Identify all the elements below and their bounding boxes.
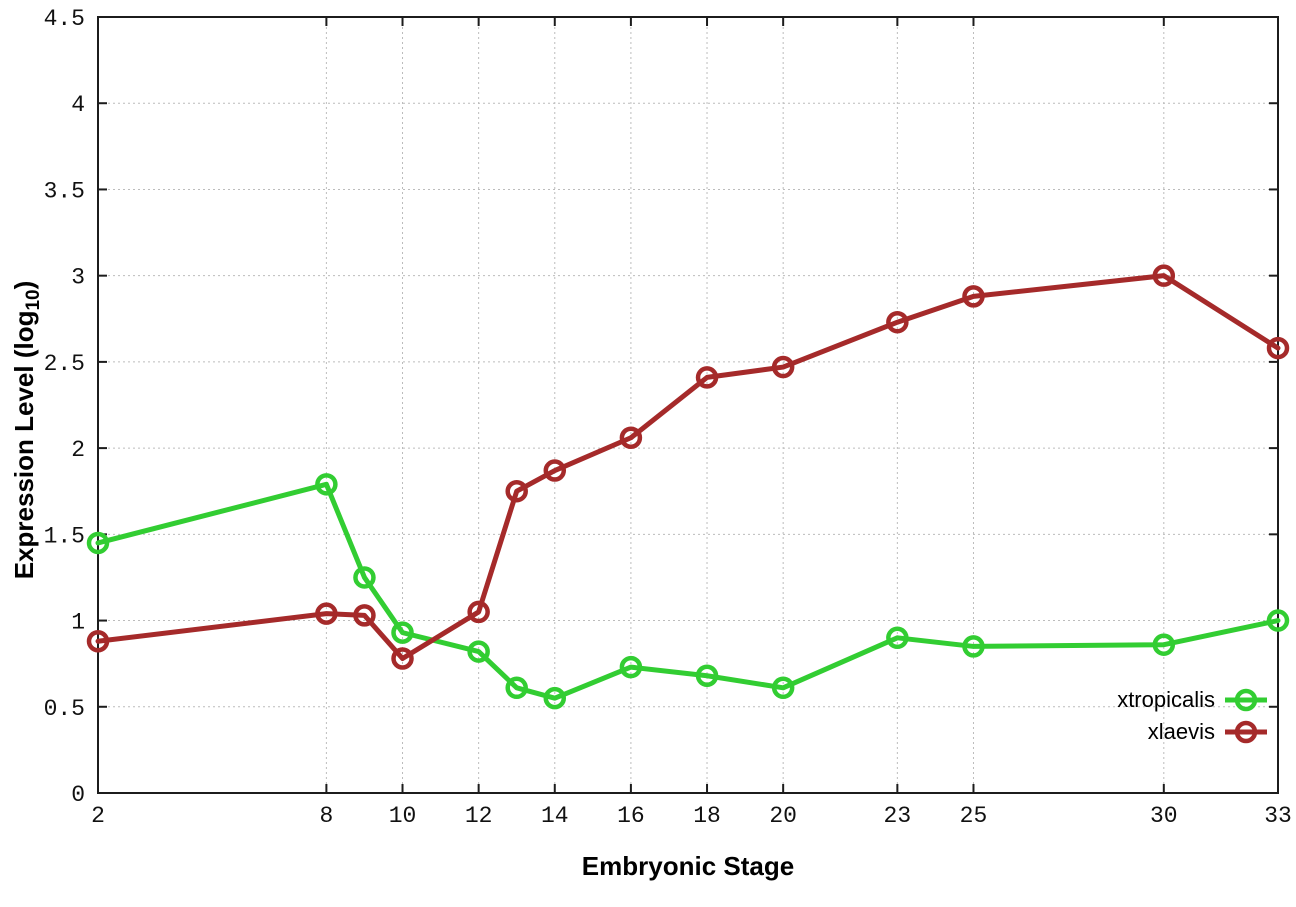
data-point-xtropicalis bbox=[886, 626, 909, 650]
data-point-xtropicalis bbox=[1266, 609, 1290, 632]
y-tick-label: 3.5 bbox=[44, 178, 85, 204]
y-tick-label: 4 bbox=[71, 92, 85, 118]
legend-marker-xlaevis bbox=[1225, 720, 1267, 744]
data-point-xtropicalis bbox=[543, 686, 567, 710]
x-tick-label: 20 bbox=[769, 803, 797, 829]
legend-label-xlaevis: xlaevis bbox=[1147, 719, 1215, 744]
data-point-xlaevis bbox=[962, 285, 985, 308]
data-point-xlaevis bbox=[619, 426, 643, 450]
data-point-xlaevis bbox=[86, 629, 110, 653]
y-tick-label: 0.5 bbox=[44, 696, 85, 722]
series-line-xtropicalis bbox=[95, 481, 1281, 701]
y-tick-label: 4.5 bbox=[44, 6, 85, 32]
legend-label-xtropicalis: xtropicalis bbox=[1117, 687, 1215, 712]
x-tick-label: 12 bbox=[465, 803, 493, 829]
data-point-xtropicalis bbox=[1152, 633, 1176, 656]
data-point-xtropicalis bbox=[86, 531, 110, 555]
y-tick-label: 2 bbox=[71, 437, 85, 463]
series-line-xlaevis bbox=[95, 273, 1281, 661]
y-axis-title-text: Expression Level (log10) bbox=[9, 281, 45, 580]
data-point-xlaevis bbox=[315, 602, 338, 625]
data-point-xlaevis bbox=[543, 459, 567, 482]
y-tick-label: 1 bbox=[71, 610, 85, 636]
data-point-xlaevis bbox=[771, 355, 795, 379]
data-point-xtropicalis bbox=[962, 635, 985, 658]
data-point-xtropicalis bbox=[353, 566, 376, 589]
data-point-xlaevis bbox=[1152, 264, 1176, 287]
data-point-xlaevis bbox=[505, 479, 528, 503]
legend-entry-xtropicalis: xtropicalis bbox=[1117, 686, 1268, 714]
y-axis-title-close: ) bbox=[8, 280, 39, 290]
data-point-xtropicalis bbox=[467, 640, 490, 663]
legend-entry-xlaevis: xlaevis bbox=[1148, 718, 1268, 746]
y-axis-title-main: Expression Level (log bbox=[8, 310, 39, 580]
y-tick-label: 2.5 bbox=[44, 351, 85, 377]
plot-border bbox=[97, 16, 1279, 794]
data-point-xtropicalis bbox=[315, 473, 338, 496]
y-tick-label: 0 bbox=[71, 782, 85, 808]
data-point-xtropicalis bbox=[619, 655, 643, 679]
data-point-xlaevis bbox=[1266, 336, 1290, 360]
data-point-xlaevis bbox=[353, 604, 376, 627]
data-point-xtropicalis bbox=[771, 676, 795, 700]
x-tick-label: 25 bbox=[960, 803, 988, 829]
y-tick-label: 3 bbox=[71, 265, 85, 291]
data-point-xtropicalis bbox=[505, 676, 528, 700]
legend: xtropicalis xlaevis bbox=[1117, 686, 1268, 746]
data-point-xlaevis bbox=[391, 647, 414, 670]
x-tick-label: 2 bbox=[91, 803, 105, 829]
y-tick-label: 1.5 bbox=[44, 523, 85, 549]
x-tick-label: 8 bbox=[319, 803, 333, 829]
data-point-xtropicalis bbox=[695, 664, 719, 687]
x-tick-label: 23 bbox=[884, 803, 912, 829]
data-point-xlaevis bbox=[695, 366, 719, 389]
data-point-xlaevis bbox=[886, 310, 909, 334]
legend-marker-xtropicalis bbox=[1225, 688, 1267, 712]
data-point-xtropicalis bbox=[391, 621, 414, 644]
legend-sample-circle-icon bbox=[1234, 720, 1258, 744]
y-axis-title-subscript: 10 bbox=[23, 289, 45, 311]
data-point-xlaevis bbox=[467, 600, 490, 624]
x-tick-label: 33 bbox=[1264, 803, 1292, 829]
legend-sample-circle-icon bbox=[1234, 688, 1258, 712]
x-tick-label: 30 bbox=[1150, 803, 1178, 829]
x-tick-label: 16 bbox=[617, 803, 645, 829]
x-axis-title: Embryonic Stage bbox=[581, 851, 795, 881]
x-tick-label: 14 bbox=[541, 803, 569, 829]
x-tick-label: 18 bbox=[693, 803, 721, 829]
x-tick-label: 10 bbox=[389, 803, 417, 829]
